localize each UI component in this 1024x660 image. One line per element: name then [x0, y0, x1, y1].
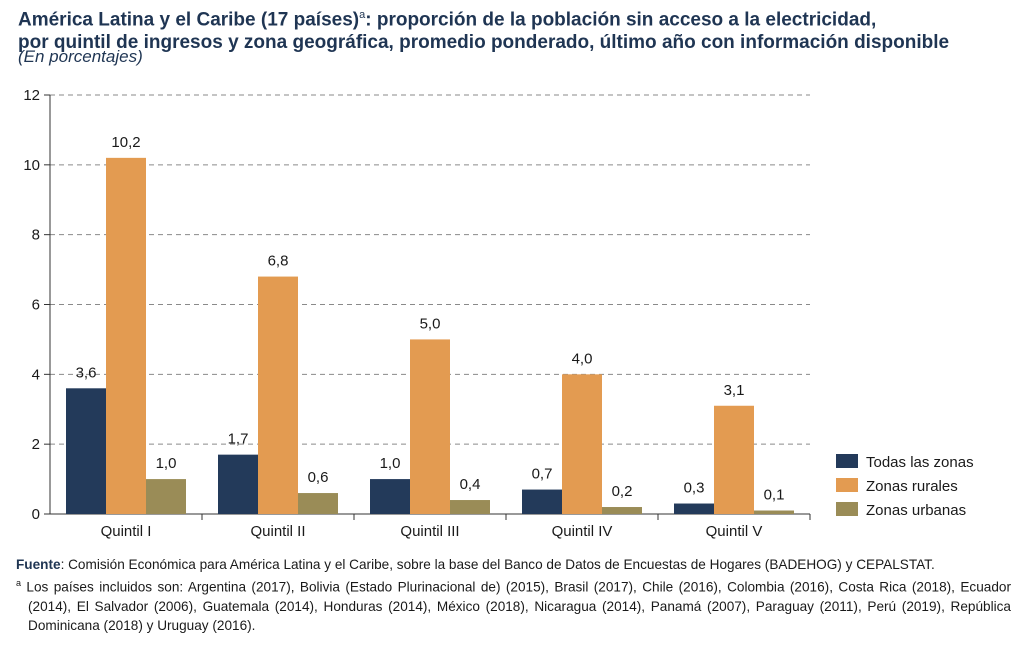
data-label: 4,0 — [572, 350, 593, 367]
legend-swatch — [836, 478, 858, 492]
x-tick-label: Quintil II — [250, 523, 305, 540]
bar — [66, 388, 106, 514]
bar — [258, 276, 298, 514]
bar — [674, 503, 714, 514]
chart-subtitle: (En porcentajes) — [18, 47, 143, 66]
data-label: 0,4 — [460, 476, 481, 493]
source-text: : Comisión Económica para América Latina… — [60, 557, 935, 572]
y-tick-label: 0 — [32, 506, 40, 523]
data-label: 1,0 — [380, 455, 401, 472]
x-tick-label: Quintil I — [101, 523, 152, 540]
bar — [522, 489, 562, 514]
data-label: 1,0 — [156, 455, 177, 472]
y-tick-label: 2 — [32, 436, 40, 453]
data-label: 0,7 — [532, 466, 553, 483]
bar — [218, 454, 258, 514]
note-text: Los países incluidos son: Argentina (201… — [21, 579, 1011, 633]
data-label: 3,1 — [724, 382, 745, 399]
bar — [106, 157, 146, 514]
title-line1: América Latina y el Caribe (17 países) — [18, 9, 360, 31]
bar — [370, 479, 410, 514]
y-tick-label: 12 — [23, 87, 40, 104]
source-label: Fuente — [16, 557, 61, 572]
bar — [450, 500, 490, 514]
legend-label: Zonas urbanas — [866, 502, 966, 519]
bar — [562, 374, 602, 514]
x-tick-label: Quintil V — [706, 523, 763, 540]
bar — [754, 510, 794, 514]
data-label: 0,2 — [612, 483, 633, 500]
data-label: 6,8 — [268, 253, 289, 270]
bar — [146, 479, 186, 514]
bar — [298, 493, 338, 514]
footer: Fuente: Comisión Económica para América … — [16, 555, 1011, 635]
chart-title: América Latina y el Caribe (17 países)a:… — [18, 4, 1018, 54]
legend-label: Zonas rurales — [866, 478, 958, 495]
y-tick-label: 8 — [32, 227, 40, 244]
bar — [410, 339, 450, 514]
countries-note: a Los países incluidos son: Argentina (2… — [16, 574, 1011, 635]
title-line1-end: : proporción de la población sin acceso … — [365, 9, 877, 31]
title-footnote-mark: a — [359, 9, 366, 21]
data-label: 0,1 — [764, 487, 785, 504]
y-tick-label: 10 — [23, 157, 40, 174]
x-tick-label: Quintil III — [400, 523, 459, 540]
legend-label: Todas las zonas — [866, 454, 974, 471]
x-tick-label: Quintil IV — [552, 523, 613, 540]
data-label: 10,2 — [111, 134, 140, 151]
note-mark: a — [16, 578, 22, 588]
data-label: 0,6 — [308, 469, 329, 486]
data-label: 0,3 — [684, 480, 705, 497]
legend-swatch — [836, 502, 858, 516]
title-line2: por quintil de ingresos y zona geográfic… — [18, 32, 950, 54]
source-note: Fuente: Comisión Económica para América … — [16, 555, 1011, 574]
data-label: 1,7 — [228, 431, 249, 448]
legend-swatch — [836, 454, 858, 468]
bar — [602, 507, 642, 514]
bar — [714, 405, 754, 514]
y-tick-label: 4 — [32, 366, 40, 383]
y-tick-label: 6 — [32, 297, 40, 314]
data-label: 5,0 — [420, 315, 441, 332]
bar-chart: 0 2 4 6 8 10 12 Quintil I 3,6 10,2 1,0 Quintil II 1,… — [23, 87, 974, 540]
data-label: 3,6 — [76, 364, 97, 381]
